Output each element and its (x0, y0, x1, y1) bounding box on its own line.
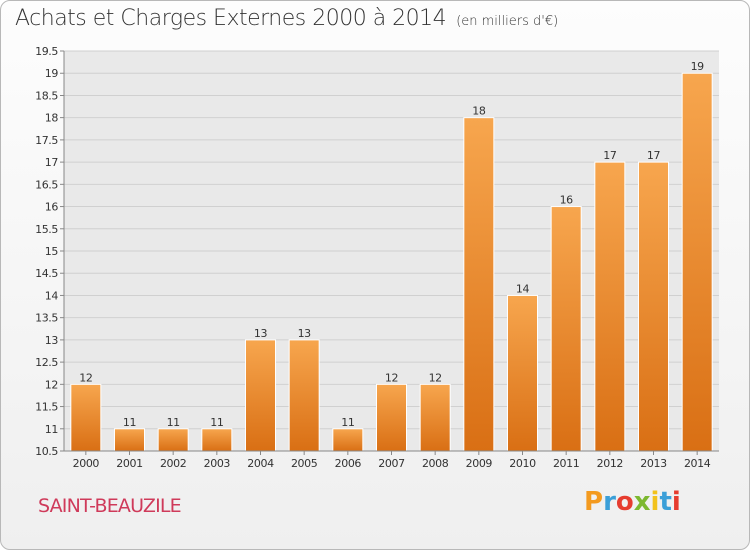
bar (507, 294, 538, 452)
bar (114, 428, 145, 452)
data-label: 11 (167, 416, 180, 429)
x-tick-label: 2013 (640, 457, 667, 470)
commune-name: SAINT-BEAUZILE (38, 495, 182, 517)
bar (288, 339, 320, 452)
x-tick-label: 2014 (684, 457, 711, 470)
y-tick-label: 17.5 (35, 134, 58, 147)
y-tick-label: 16 (45, 201, 59, 214)
y-tick-label: 10.5 (35, 445, 58, 458)
y-tick-label: 15.5 (35, 223, 58, 236)
y-tick-label: 12.5 (35, 356, 58, 369)
logo-letter: x (633, 487, 651, 517)
y-tick-label: 16.5 (35, 178, 58, 191)
x-tick-label: 2002 (160, 457, 186, 470)
y-tick-label: 19.5 (35, 45, 58, 58)
bar (201, 428, 233, 452)
bar (594, 161, 626, 452)
bar (70, 383, 102, 452)
x-tick-label: 2000 (73, 457, 100, 470)
data-label: 11 (123, 416, 136, 429)
x-tick-label: 2010 (509, 457, 536, 470)
y-tick-label: 18 (45, 112, 59, 125)
y-tick-label: 12 (45, 378, 58, 391)
bar (376, 383, 407, 452)
logo-letter: i (650, 487, 660, 517)
y-tick-label: 13 (45, 334, 59, 347)
bar (332, 428, 364, 452)
data-label: 18 (472, 105, 486, 118)
bar (638, 161, 669, 452)
logo-letter: P (584, 487, 604, 517)
bar (157, 428, 189, 452)
logo-letter: r (603, 487, 616, 517)
x-tick-label: 2012 (597, 457, 623, 470)
data-label: 11 (341, 416, 354, 429)
y-tick-label: 11 (45, 423, 58, 436)
bar (463, 117, 495, 452)
chart-title-text: Achats et Charges Externes 2000 à 2014 (15, 6, 447, 31)
logo-letter: i (671, 487, 681, 517)
x-tick-label: 2005 (291, 457, 318, 470)
y-tick-label: 11.5 (35, 401, 58, 414)
data-label: 12 (385, 371, 398, 384)
x-tick-label: 2001 (116, 457, 142, 470)
y-tick-label: 18.5 (35, 89, 58, 102)
x-tick-label: 2003 (204, 457, 231, 470)
y-tick-label: 13.5 (35, 312, 58, 325)
unit-label: (en milliers d'€) (456, 14, 559, 29)
y-tick-label: 14 (45, 289, 59, 302)
data-label: 11 (210, 416, 223, 429)
bar (419, 383, 451, 452)
data-label: 12 (79, 371, 92, 384)
y-tick-label: 19 (45, 67, 59, 80)
data-label: 17 (647, 149, 661, 162)
x-tick-label: 2004 (247, 457, 274, 470)
data-label: 14 (516, 282, 530, 295)
x-tick-label: 2011 (553, 457, 579, 470)
y-tick-label: 17 (45, 156, 59, 169)
bar (550, 206, 582, 452)
y-tick-label: 14.5 (35, 267, 58, 280)
data-label: 13 (298, 327, 312, 340)
chart-title: Achats et Charges Externes 2000 à 2014 (e… (15, 6, 558, 31)
bar (681, 72, 713, 452)
logo-letter: t (659, 487, 672, 517)
data-label: 16 (560, 194, 574, 207)
proxiti-logo: Proxiti (584, 487, 681, 517)
x-tick-label: 2009 (466, 457, 493, 470)
logo-letter: o (615, 487, 634, 517)
y-tick-label: 15 (45, 245, 59, 258)
x-tick-label: 2008 (422, 457, 449, 470)
bar (245, 339, 276, 452)
data-label: 12 (429, 371, 442, 384)
x-tick-label: 2006 (335, 457, 362, 470)
data-label: 13 (254, 327, 268, 340)
x-tick-label: 2007 (378, 457, 405, 470)
data-label: 19 (691, 60, 705, 73)
data-label: 17 (603, 149, 617, 162)
